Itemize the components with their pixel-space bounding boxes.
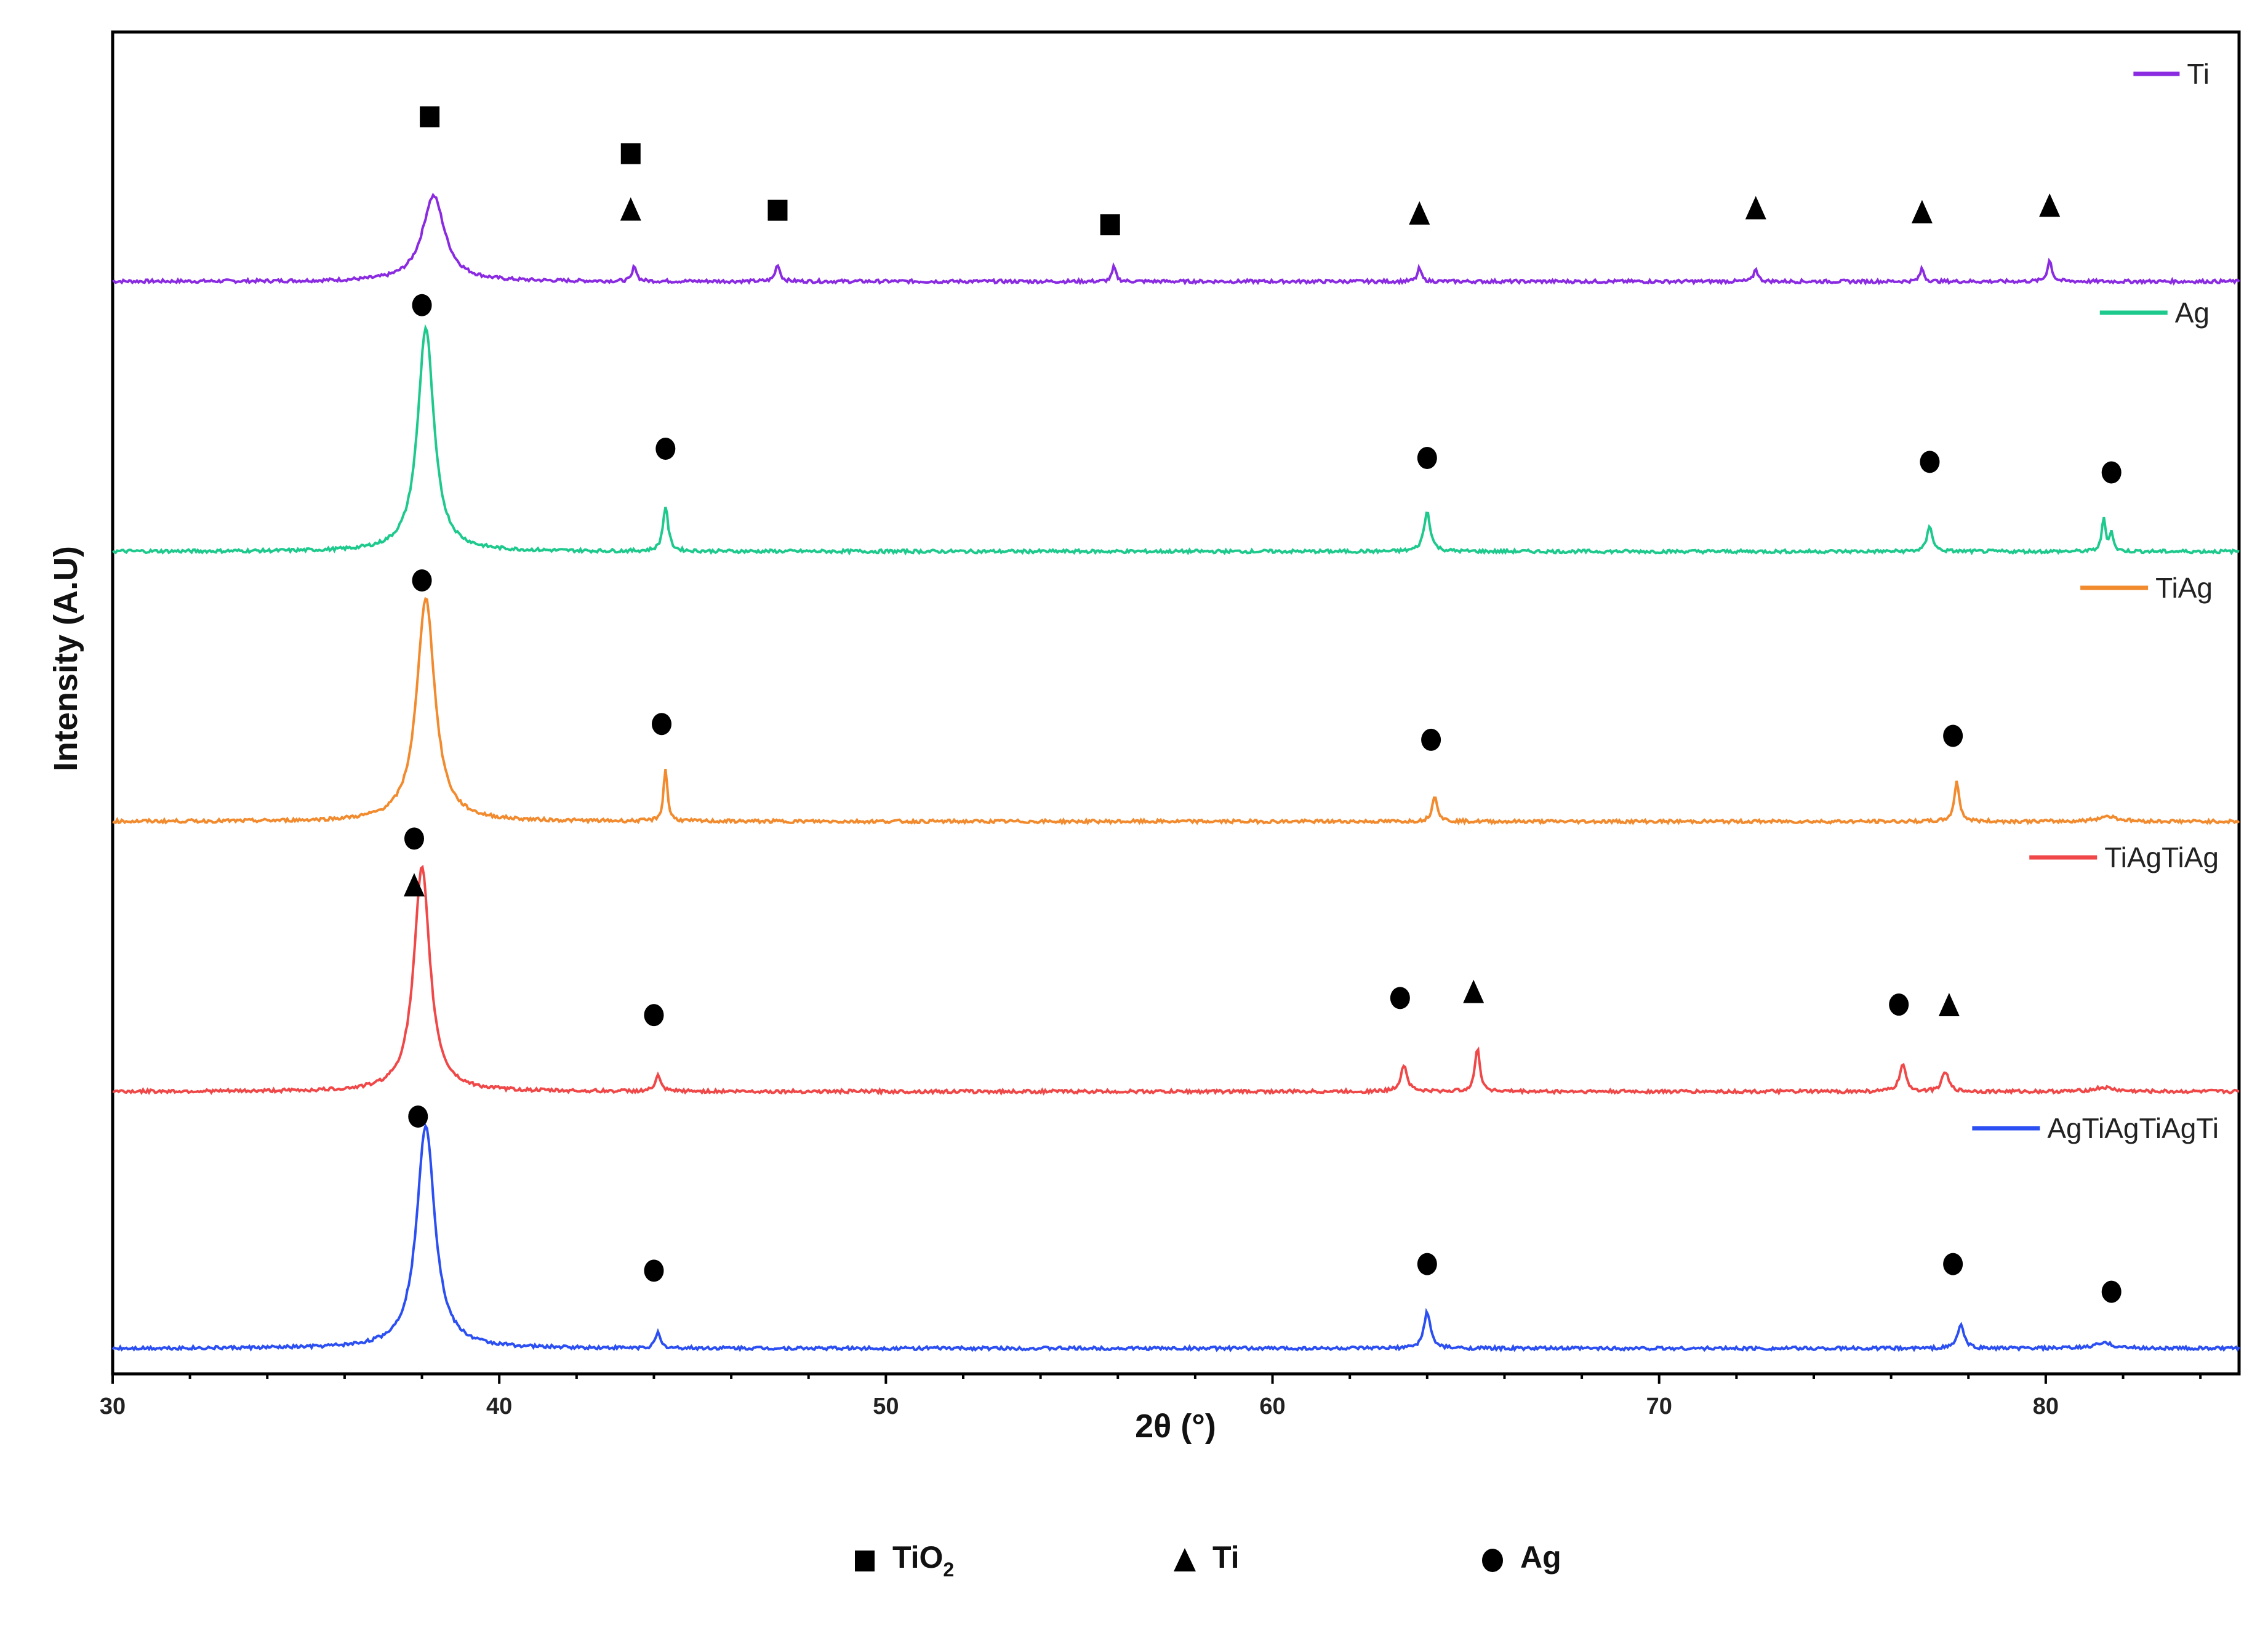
key-label-triangle: Ti	[1212, 1540, 1240, 1575]
marker-circle-Ag-0	[412, 294, 432, 316]
key-symbol-square	[855, 1551, 875, 1571]
marker-square-Ti-3	[767, 199, 788, 221]
marker-circle-TiAg-0	[412, 569, 432, 592]
marker-circle-Ag-4	[2101, 461, 2122, 484]
marker-square-Ti-0	[420, 106, 440, 127]
trace-TiAg	[112, 596, 2240, 826]
marker-triangle-TiAgTiAg-1	[403, 873, 425, 897]
x-tick-label-30: 30	[100, 1394, 126, 1419]
marker-circle-TiAg-3	[1943, 724, 1963, 747]
marker-circle-Ag-2	[1417, 446, 1437, 469]
marker-circle-Ag-3	[1920, 451, 1940, 473]
marker-triangle-Ti-6	[1745, 196, 1766, 220]
marker-triangle-Ti-8	[2039, 193, 2061, 217]
legend-label-TiAgTiAg: TiAgTiAg	[2104, 841, 2219, 873]
legend-label-Ti: Ti	[2187, 58, 2210, 90]
marker-square-Ti-4	[1100, 214, 1120, 236]
marker-circle-AgTiAgTiAgTi-0	[408, 1105, 428, 1128]
marker-circle-TiAgTiAg-5	[1889, 993, 1909, 1016]
x-tick-label-40: 40	[486, 1394, 512, 1419]
legend-label-AgTiAgTiAgTi: AgTiAgTiAgTi	[2047, 1112, 2219, 1144]
plot-frame	[111, 30, 2241, 1376]
x-tick-label-70: 70	[1646, 1394, 1672, 1419]
x-axis-label: 2θ (°)	[1135, 1408, 1216, 1445]
legend-label-TiAg: TiAg	[2155, 572, 2213, 604]
key-symbol-triangle	[1174, 1548, 1196, 1571]
marker-triangle-Ti-2	[620, 197, 641, 221]
marker-circle-TiAgTiAg-0	[404, 827, 424, 850]
marker-triangle-Ti-5	[1409, 201, 1430, 225]
key-label-square: TiO2	[892, 1540, 954, 1581]
marker-triangle-TiAgTiAg-6	[1938, 993, 1960, 1017]
x-tick-label-50: 50	[873, 1394, 899, 1419]
marker-circle-Ag-1	[655, 437, 676, 460]
marker-circle-TiAgTiAg-2	[644, 1004, 664, 1027]
y-axis-label: Intensity (A.U)	[47, 546, 84, 771]
legend-label-Ag: Ag	[2175, 297, 2210, 329]
marker-circle-AgTiAgTiAgTi-4	[2101, 1280, 2122, 1303]
trace-Ag	[112, 324, 2240, 556]
key-label-circle: Ag	[1520, 1540, 1561, 1575]
peak-markers	[403, 106, 2122, 1303]
marker-circle-AgTiAgTiAgTi-3	[1943, 1253, 1963, 1275]
marker-circle-AgTiAgTiAgTi-1	[644, 1259, 664, 1282]
x-tick-label-80: 80	[2033, 1394, 2059, 1419]
marker-triangle-TiAgTiAg-4	[1463, 979, 1485, 1003]
x-tick-label-60: 60	[1259, 1394, 1285, 1419]
marker-square-Ti-1	[620, 143, 641, 164]
trace-AgTiAgTiAgTi	[111, 1123, 2240, 1353]
trace-TiAgTiAg	[112, 864, 2239, 1096]
trace-Ti	[112, 193, 2240, 286]
key-symbol-circle	[1482, 1549, 1503, 1572]
traces	[111, 193, 2240, 1353]
marker-circle-TiAg-2	[1421, 728, 1441, 751]
marker-triangle-Ti-7	[1911, 199, 1933, 223]
marker-circle-TiAg-1	[652, 713, 672, 736]
x-axis: 30 40 50 60 70 80	[100, 1374, 2202, 1419]
marker-circle-AgTiAgTiAgTi-2	[1417, 1253, 1437, 1275]
marker-circle-TiAgTiAg-3	[1390, 987, 1410, 1009]
symbol-key: TiO2 Ti Ag	[855, 1540, 1561, 1581]
